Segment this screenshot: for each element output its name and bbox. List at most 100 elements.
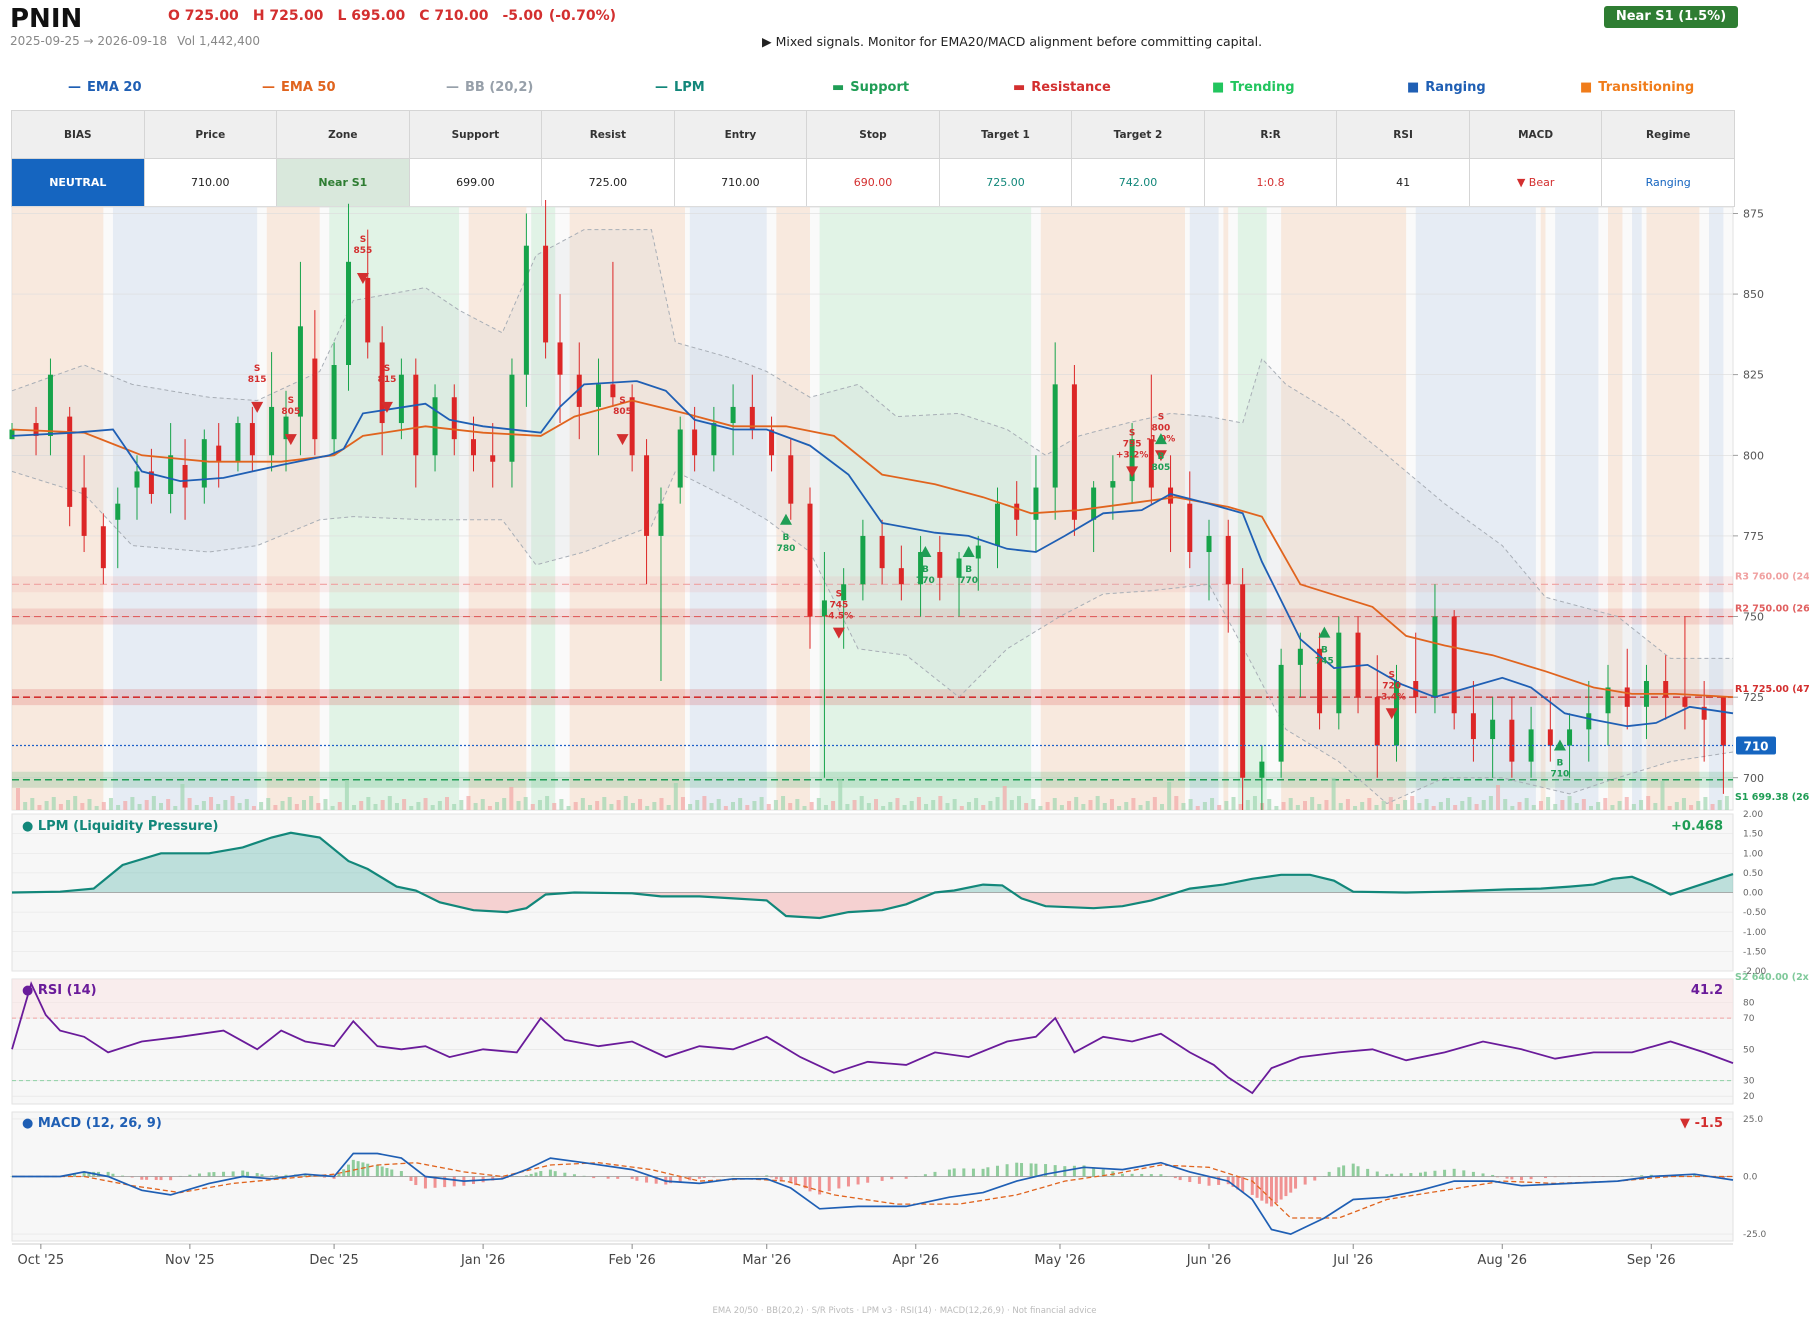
volume-bar bbox=[487, 806, 492, 810]
volume-bar bbox=[795, 799, 800, 810]
macd-histogram-bar bbox=[995, 1165, 999, 1177]
macd-tick-label: 0.0 bbox=[1743, 1173, 1758, 1183]
macd-histogram-bar bbox=[1385, 1174, 1389, 1177]
candle-body bbox=[1259, 761, 1265, 778]
macd-histogram-bar bbox=[1173, 1176, 1177, 1179]
volume-bar bbox=[201, 801, 206, 810]
macd-histogram-bar bbox=[255, 1173, 259, 1177]
candle-body bbox=[711, 423, 717, 456]
macd-histogram-bar bbox=[1265, 1176, 1269, 1204]
ema-20-line bbox=[11, 380, 1734, 728]
legend-label: EMA 50 bbox=[281, 80, 336, 95]
macd-histogram-bar bbox=[1409, 1173, 1413, 1177]
volume-bar bbox=[516, 801, 521, 810]
signal-side-label: S bbox=[1129, 428, 1135, 438]
volume-bar bbox=[673, 783, 678, 810]
rsi-tick-label: 50 bbox=[1743, 1045, 1755, 1055]
macd-histogram-bar bbox=[794, 1176, 798, 1186]
sell-signal-marker bbox=[251, 401, 264, 413]
legend-item-support[interactable]: ▬ Support bbox=[832, 80, 909, 95]
macd-histogram-bar bbox=[1452, 1168, 1456, 1177]
legend-item-bb-20-2[interactable]: — BB (20,2) bbox=[446, 80, 533, 95]
volume-bar bbox=[294, 804, 299, 810]
volume-bar bbox=[58, 804, 63, 810]
macd-histogram-bar bbox=[1188, 1176, 1192, 1183]
candle-body bbox=[610, 384, 616, 398]
volume-bar bbox=[1553, 804, 1558, 810]
macd-histogram-bar bbox=[1640, 1175, 1644, 1177]
volume-bar bbox=[1660, 781, 1665, 810]
volume-bar bbox=[645, 806, 650, 810]
regime-band-ranging bbox=[1632, 207, 1642, 810]
ohlc-readout: O 725.00 H 725.00 L 695.00 C 710.00 -5.00 (-0… bbox=[168, 8, 630, 24]
rsi-tick-label: 70 bbox=[1743, 1014, 1755, 1024]
legend-item-ema-50[interactable]: — EMA 50 bbox=[262, 80, 336, 95]
volume-bar bbox=[530, 804, 535, 810]
signal-side-label: S bbox=[1388, 670, 1394, 680]
volume-bar bbox=[1331, 778, 1336, 810]
volume-bar bbox=[1081, 804, 1086, 810]
volume-bar bbox=[545, 796, 550, 810]
legend-item-trending[interactable]: ■ Trending bbox=[1212, 80, 1295, 95]
candle-body bbox=[1148, 439, 1154, 488]
legend-item-ranging[interactable]: ■ Ranging bbox=[1407, 80, 1486, 95]
volume-bar bbox=[1160, 804, 1164, 810]
legend-swatch: — bbox=[446, 80, 459, 95]
regime-band-ranging bbox=[1415, 207, 1536, 810]
regime-band-transitioning bbox=[1646, 207, 1700, 810]
macd-histogram-bar bbox=[962, 1168, 966, 1177]
candle-body bbox=[1052, 384, 1058, 488]
volume-bar bbox=[816, 798, 821, 810]
macd-histogram-bar bbox=[818, 1176, 822, 1195]
volume-bar bbox=[552, 803, 557, 810]
volume-bar bbox=[502, 798, 507, 810]
legend-swatch: ▬ bbox=[832, 80, 845, 95]
volume-bar bbox=[981, 805, 986, 810]
macd-histogram-bar bbox=[1356, 1166, 1360, 1177]
volume-bar bbox=[1589, 806, 1593, 810]
macd-histogram-bar bbox=[645, 1176, 649, 1183]
summary-header-support: Support bbox=[408, 110, 543, 159]
macd-histogram-bar bbox=[524, 1175, 528, 1177]
candle-body bbox=[1470, 713, 1476, 740]
legend-swatch: ■ bbox=[1407, 80, 1420, 95]
volume-bar bbox=[1202, 802, 1207, 810]
signal-side-label: B bbox=[922, 565, 929, 575]
legend-item-lpm[interactable]: — LPM bbox=[655, 80, 705, 95]
macd-histogram-bar bbox=[539, 1171, 543, 1177]
volume-bar bbox=[1124, 802, 1129, 810]
legend-item-transitioning[interactable]: ■ Transitioning bbox=[1580, 80, 1694, 95]
macd-histogram-bar bbox=[774, 1176, 778, 1180]
volume-bar bbox=[230, 796, 235, 810]
lpm-tick-label: 2.00 bbox=[1743, 810, 1763, 820]
macd-histogram-bar bbox=[846, 1176, 850, 1187]
volume-bar bbox=[187, 798, 192, 810]
macd-histogram-bar bbox=[1044, 1164, 1048, 1177]
summary-header-macd: MACD bbox=[1468, 110, 1603, 159]
volume-bar bbox=[573, 802, 578, 810]
macd-histogram-bar bbox=[803, 1176, 807, 1189]
volume-bar bbox=[616, 800, 621, 810]
candle-body bbox=[1110, 481, 1116, 488]
macd-histogram-bar bbox=[1399, 1173, 1403, 1177]
legend-item-resistance[interactable]: ▬ Resistance bbox=[1013, 80, 1111, 95]
macd-histogram-bar bbox=[1270, 1176, 1274, 1207]
buy-signal-marker bbox=[919, 546, 932, 558]
legend-item-ema-20[interactable]: — EMA 20 bbox=[68, 80, 142, 95]
macd-histogram-bar bbox=[433, 1176, 437, 1188]
volume-bar bbox=[1503, 799, 1508, 810]
macd-histogram-bar bbox=[669, 1176, 673, 1184]
volume-bar bbox=[1252, 796, 1257, 810]
macd-histogram-bar bbox=[1217, 1176, 1221, 1185]
volume-bar bbox=[1024, 803, 1029, 810]
volume-bar bbox=[1689, 805, 1694, 810]
candle-body bbox=[937, 552, 943, 578]
volume-bar bbox=[1109, 799, 1114, 810]
summary-value-resist: 725.00 bbox=[541, 158, 675, 207]
volume-bar bbox=[1717, 800, 1722, 810]
volume-bar bbox=[287, 797, 292, 810]
volume-bar bbox=[130, 797, 135, 810]
candle-body bbox=[807, 503, 813, 617]
candle-body bbox=[1225, 535, 1231, 585]
macd-histogram-bar bbox=[145, 1176, 149, 1180]
